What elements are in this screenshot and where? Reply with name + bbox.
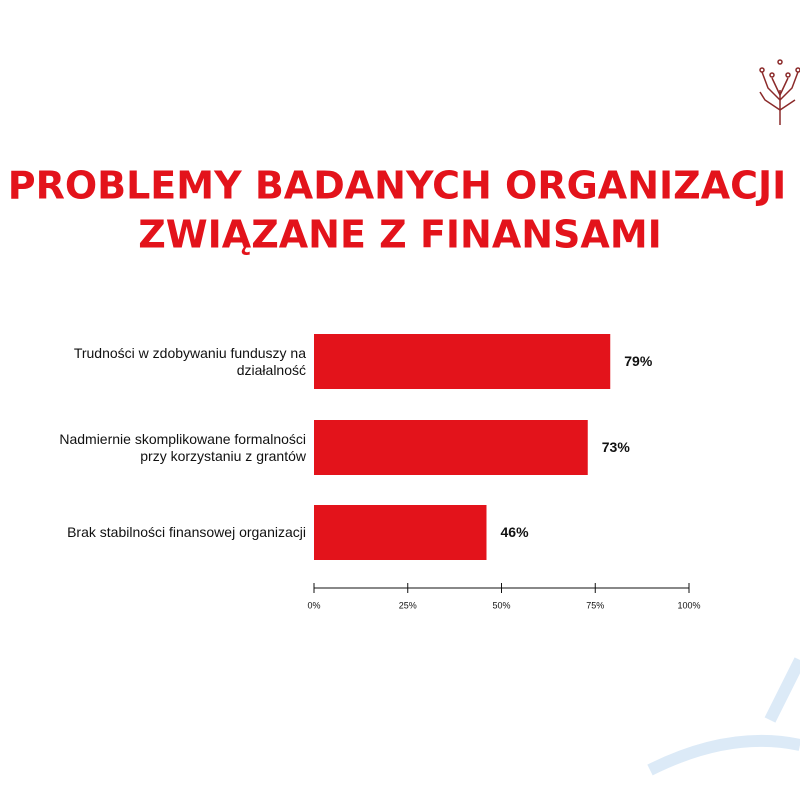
chart-title: ZWIĄZANE Z FINANSAMI <box>138 213 662 257</box>
x-tick-label: 75% <box>586 600 604 610</box>
x-tick-label: 25% <box>399 600 417 610</box>
bar <box>314 334 611 389</box>
value-label: 73% <box>602 439 631 455</box>
x-tick-label: 0% <box>307 600 320 610</box>
category-label: Trudności w zdobywaniu funduszy na dział… <box>73 344 306 378</box>
logo <box>759 59 800 125</box>
decor-curve <box>647 734 800 776</box>
chart-title: PROBLEMY BADANYCH ORGANIZACJI <box>8 164 787 208</box>
bar <box>314 420 588 475</box>
x-tick-label: 100% <box>677 600 700 610</box>
x-tick-label: 50% <box>492 600 510 610</box>
bar <box>314 505 487 560</box>
decor-curve <box>764 657 800 723</box>
category-label: Brak stabilności finansowej organizacji <box>67 524 306 540</box>
category-label: Nadmiernie skomplikowane formalności prz… <box>59 430 306 464</box>
value-label: 46% <box>501 524 530 540</box>
value-label: 79% <box>624 353 653 369</box>
